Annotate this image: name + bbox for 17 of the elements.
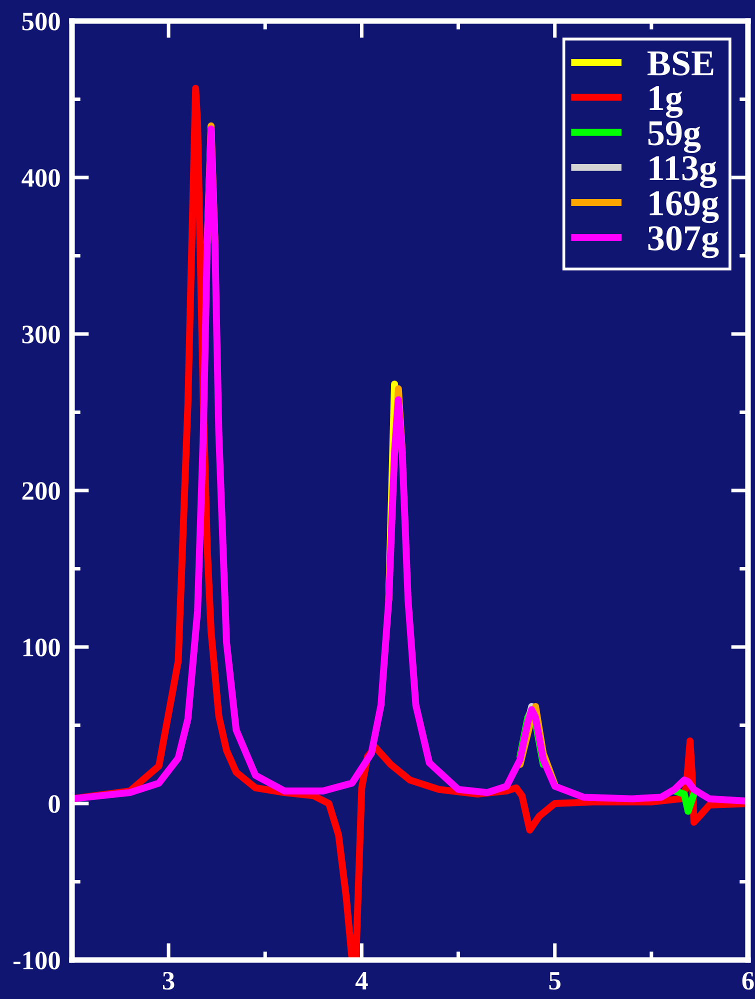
legend-label: 59g bbox=[648, 121, 701, 153]
x-tick-label: 3 bbox=[162, 972, 174, 990]
x-tick-label: 6 bbox=[742, 972, 754, 990]
y-tick-label: 500 bbox=[22, 12, 60, 30]
legend-label: BSE bbox=[647, 51, 714, 76]
y-tick-label: 300 bbox=[22, 326, 60, 344]
y-tick-label: 0 bbox=[48, 795, 60, 813]
legend-label: 113g bbox=[650, 156, 717, 188]
y-tick-label: 100 bbox=[23, 638, 60, 656]
x-tick-label: 4 bbox=[355, 972, 368, 990]
legend-label: 169g bbox=[650, 191, 719, 224]
y-tick-label: -100 bbox=[13, 952, 60, 970]
x-tick-label: 5 bbox=[549, 972, 560, 990]
legend-label: 1g bbox=[650, 86, 683, 118]
y-tick-label: 400 bbox=[22, 169, 60, 187]
y-tick-label: 200 bbox=[22, 482, 60, 500]
legend-label: 307g bbox=[648, 226, 719, 258]
